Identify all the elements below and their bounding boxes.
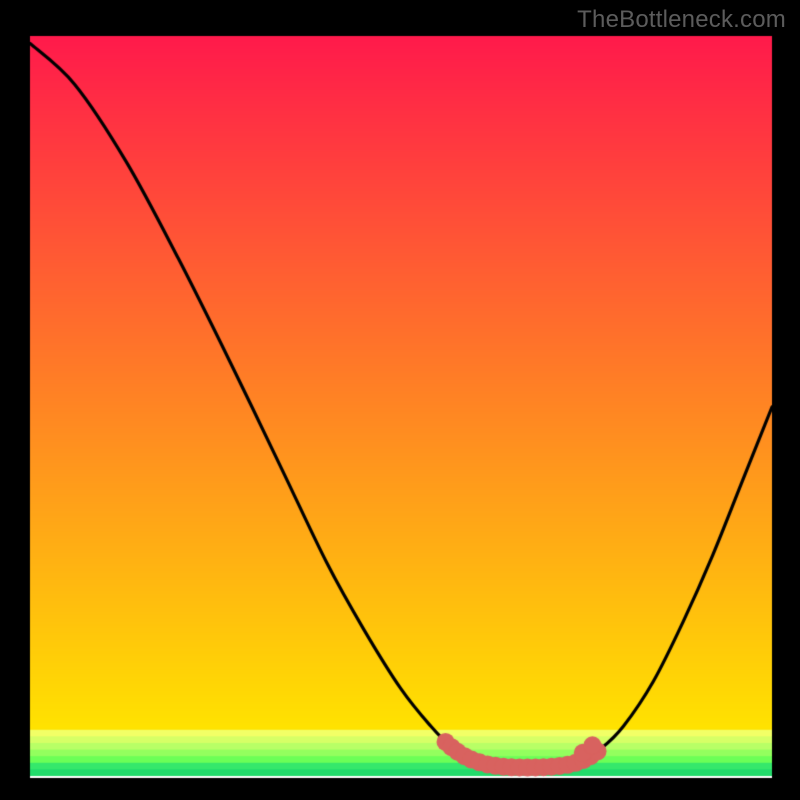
bottleneck-chart (0, 0, 800, 800)
watermark-text: TheBottleneck.com (577, 6, 786, 34)
